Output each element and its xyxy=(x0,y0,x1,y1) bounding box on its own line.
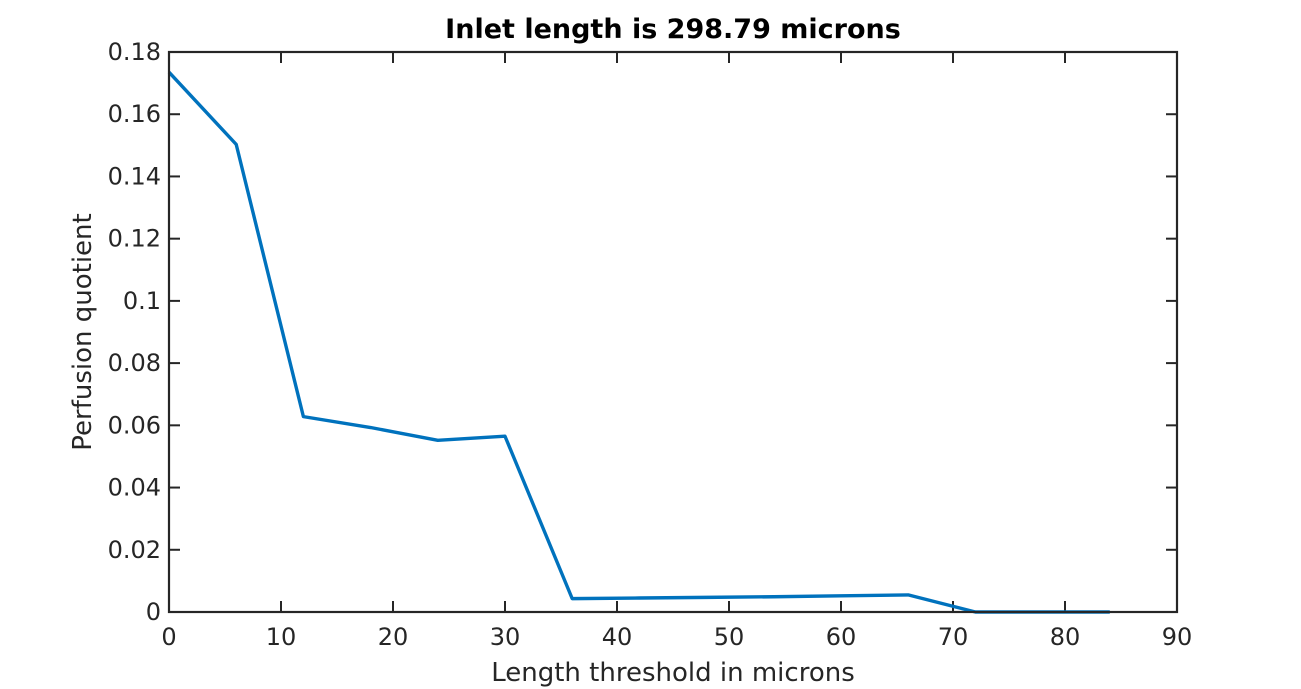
y-tick-label: 0.1 xyxy=(123,287,161,315)
y-axis-label: Perfusion quotient xyxy=(68,213,98,450)
x-axis-ticks: 0 10 20 30 40 50 60 70 80 90 xyxy=(161,52,1192,651)
x-tick-label: 10 xyxy=(266,623,297,651)
x-tick-label: 50 xyxy=(714,623,745,651)
x-axis-label: Length threshold in microns xyxy=(491,658,855,688)
y-tick-label: 0.02 xyxy=(108,536,161,564)
y-tick-label: 0.04 xyxy=(108,474,161,502)
x-tick-label: 30 xyxy=(490,623,521,651)
series-line xyxy=(167,71,1110,614)
y-axis-ticks: 0 0.02 0.04 0.06 0.08 0.1 0.12 0.14 0.16 0.18 xyxy=(108,38,1177,626)
x-tick-label: 90 xyxy=(1162,623,1193,651)
x-tick-label: 80 xyxy=(1050,623,1081,651)
x-tick-label: 70 xyxy=(938,623,969,651)
y-tick-label: 0.14 xyxy=(108,162,161,190)
y-tick-label: 0.18 xyxy=(108,38,161,66)
y-tick-label: 0 xyxy=(146,598,161,626)
y-tick-label: 0.06 xyxy=(108,411,161,439)
axes-frame xyxy=(167,50,1179,614)
x-tick-label: 20 xyxy=(378,623,409,651)
x-tick-label: 60 xyxy=(826,623,857,651)
plot-series xyxy=(167,71,1110,614)
y-tick-label: 0.12 xyxy=(108,225,161,253)
y-tick-label: 0.08 xyxy=(108,349,161,377)
x-tick-label: 40 xyxy=(602,623,633,651)
x-tick-label: 0 xyxy=(161,623,176,651)
chart-title: Inlet length is 298.79 microns xyxy=(445,14,901,45)
y-tick-label: 0.16 xyxy=(108,100,161,128)
